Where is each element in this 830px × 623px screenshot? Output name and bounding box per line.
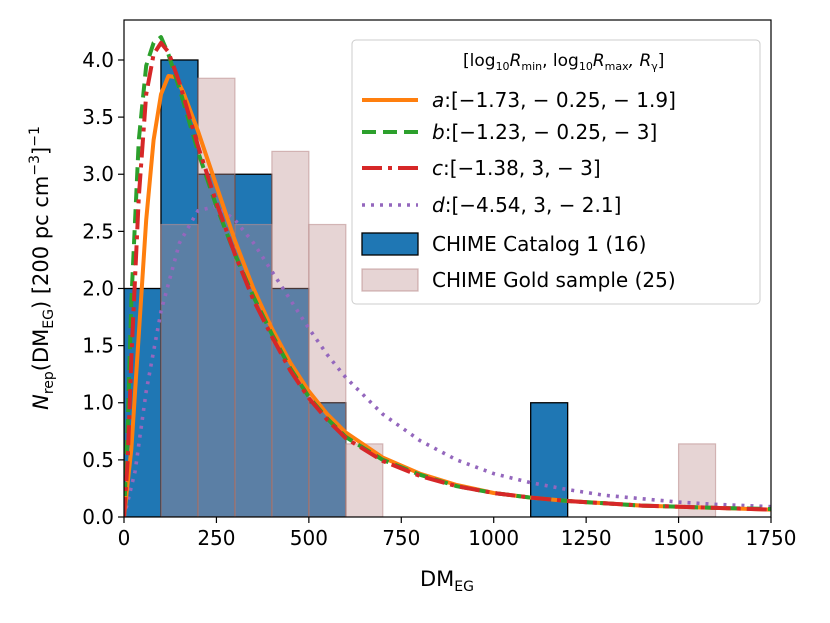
catalog1-bar (234, 173, 273, 517)
x-axis: 0 250 500 750 1000 1250 1500 1750 (118, 517, 797, 550)
x-tick-label: 250 (197, 526, 235, 550)
gold-sample-bar (271, 150, 310, 517)
y-axis: 0.0 0.5 1.0 1.5 2.0 2.5 3.0 3.5 4.0 (82, 48, 124, 529)
gold-sample-bar (160, 223, 199, 517)
y-tick-label: 2.0 (82, 276, 114, 300)
y-axis-label: Nrep(DMEG) [200 pc cm−3]−1 (27, 126, 57, 410)
gold-sample-bar (234, 223, 273, 517)
legend-entries: a:[−1.73, − 0.25, − 1.9] b:[−1.23, − 0.25… (361, 88, 676, 292)
y-tick-label: 2.5 (82, 219, 114, 243)
x-axis-label: DMEG (420, 567, 474, 595)
legend-label-d: d:[−4.54, 3, − 2.1] (432, 193, 621, 217)
x-tick-label: 500 (290, 526, 328, 550)
catalog1-bar (308, 402, 347, 517)
y-tick-label: 1.0 (82, 391, 114, 415)
plot-frame (123, 19, 772, 518)
x-tick-label: 1000 (468, 526, 519, 550)
curve-c (124, 40, 771, 517)
curve-d (124, 204, 771, 517)
curves-layer (124, 35, 771, 517)
legend-label-a: a:[−1.73, − 0.25, − 1.9] (432, 88, 676, 112)
y-tick-label: 0.0 (82, 505, 114, 529)
x-tick-label: 1250 (561, 526, 612, 550)
y-tick-label: 1.5 (82, 334, 114, 358)
y-tick-label: 3.5 (82, 105, 114, 129)
x-tick-label: 750 (382, 526, 420, 550)
legend-label-catalog1: CHIME Catalog 1 (16) (432, 232, 646, 256)
y-tick-label: 0.5 (82, 448, 114, 472)
catalog1-bar (271, 287, 310, 517)
gold-sample-bar (308, 223, 347, 517)
legend-swatch-gold-sample (361, 268, 419, 292)
x-tick-label: 1750 (746, 526, 797, 550)
x-tick-label: 0 (118, 526, 131, 550)
legend-header: [log10Rmin, log10Rmax, Rγ] (463, 51, 664, 73)
legend-label-gold-sample: CHIME Gold sample (25) (432, 268, 676, 292)
legend-swatch-catalog1 (361, 232, 419, 256)
legend: [log10Rmin, log10Rmax, Rγ] a:[−1.73, − 0… (351, 39, 761, 305)
legend-label-b: b:[−1.23, − 0.25, − 3] (432, 120, 657, 144)
legend-box (351, 39, 761, 305)
y-tick-label: 3.0 (82, 162, 114, 186)
legend-label-c: c:[−1.38, 3, − 3] (432, 156, 601, 180)
x-tick-label: 1500 (653, 526, 704, 550)
y-tick-label: 4.0 (82, 48, 114, 72)
